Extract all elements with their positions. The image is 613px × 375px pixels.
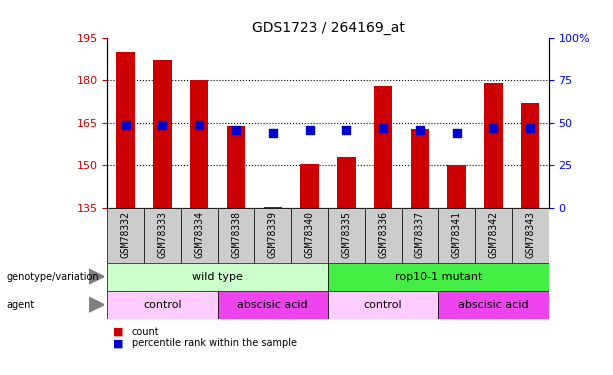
Text: wild type: wild type (192, 272, 243, 282)
Text: GSM78335: GSM78335 (341, 211, 351, 258)
Bar (254, 208, 291, 262)
Text: control: control (364, 300, 403, 310)
Text: GSM78337: GSM78337 (415, 211, 425, 258)
Text: abscisic acid: abscisic acid (237, 300, 308, 310)
Polygon shape (89, 269, 104, 284)
Bar (328, 291, 438, 319)
Text: GSM78340: GSM78340 (305, 211, 314, 258)
Bar (438, 291, 549, 319)
Text: agent: agent (6, 300, 34, 310)
Point (415, 127, 425, 133)
Bar (107, 291, 218, 319)
Text: ■: ■ (113, 339, 124, 348)
Bar (411, 129, 429, 208)
Text: percentile rank within the sample: percentile rank within the sample (132, 339, 297, 348)
Bar (218, 208, 254, 262)
Bar (300, 164, 319, 208)
Bar (107, 208, 144, 262)
Point (378, 125, 388, 131)
Text: genotype/variation: genotype/variation (6, 272, 99, 282)
Bar (475, 208, 512, 262)
Text: GSM78342: GSM78342 (489, 211, 498, 258)
Bar (218, 291, 328, 319)
Bar (107, 262, 328, 291)
Text: control: control (143, 300, 182, 310)
Bar (144, 208, 181, 262)
Point (305, 127, 314, 133)
Bar (153, 60, 172, 208)
Bar (438, 208, 475, 262)
Bar (328, 208, 365, 262)
Bar (190, 80, 208, 208)
Bar (291, 208, 328, 262)
Point (452, 130, 462, 136)
Bar (512, 208, 549, 262)
Bar (447, 165, 466, 208)
Polygon shape (89, 297, 104, 312)
Text: count: count (132, 327, 159, 337)
Bar (337, 157, 356, 208)
Text: GSM78333: GSM78333 (158, 211, 167, 258)
Bar (181, 208, 218, 262)
Bar (264, 207, 282, 208)
Bar (374, 86, 392, 208)
Text: GSM78338: GSM78338 (231, 211, 241, 258)
Bar (227, 126, 245, 208)
Bar (402, 208, 438, 262)
Point (341, 127, 351, 133)
Bar (484, 83, 503, 208)
Point (268, 130, 278, 136)
Text: GSM78334: GSM78334 (194, 211, 204, 258)
Text: GSM78336: GSM78336 (378, 211, 388, 258)
Bar (328, 262, 549, 291)
Text: ■: ■ (113, 327, 124, 337)
Bar (521, 103, 539, 208)
Bar (365, 208, 402, 262)
Text: GSM78339: GSM78339 (268, 211, 278, 258)
Text: GSM78332: GSM78332 (121, 211, 131, 258)
Text: GSM78341: GSM78341 (452, 211, 462, 258)
Text: rop10-1 mutant: rop10-1 mutant (395, 272, 482, 282)
Point (121, 122, 131, 128)
Point (525, 125, 535, 131)
Point (489, 125, 498, 131)
Bar (116, 52, 135, 208)
Point (194, 122, 204, 128)
Point (158, 122, 167, 128)
Text: abscisic acid: abscisic acid (458, 300, 529, 310)
Point (231, 127, 241, 133)
Title: GDS1723 / 264169_at: GDS1723 / 264169_at (251, 21, 405, 35)
Text: GSM78343: GSM78343 (525, 211, 535, 258)
